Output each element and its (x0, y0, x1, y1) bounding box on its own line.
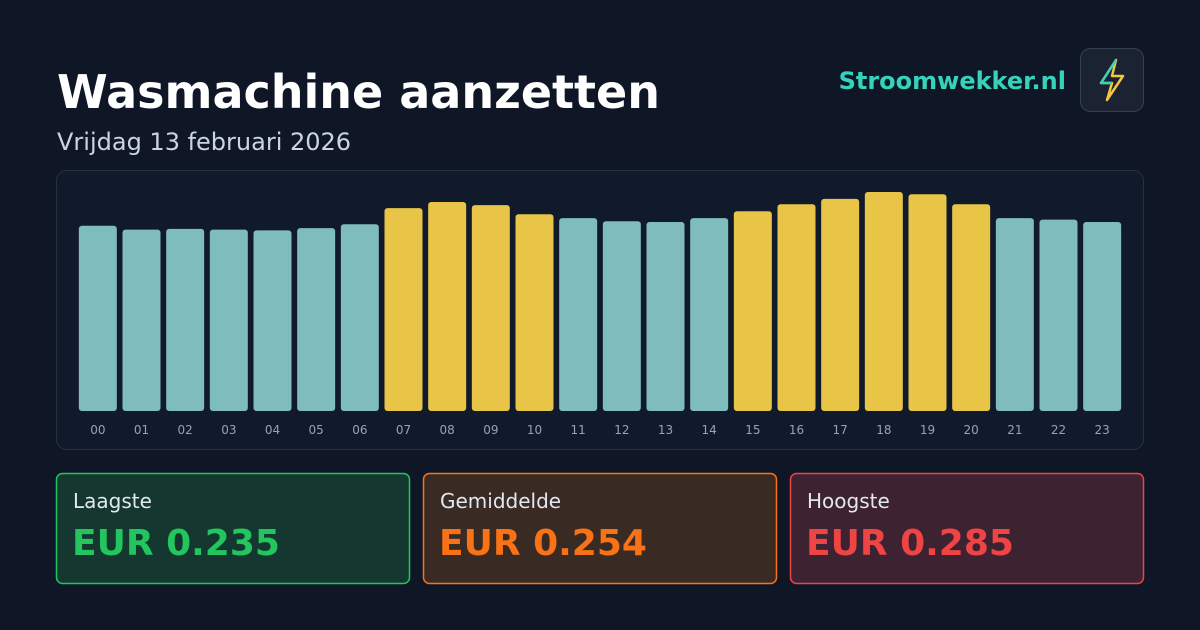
x-tick-label: 19 (920, 423, 935, 437)
stat-value: EUR 0.235 (72, 523, 280, 564)
x-tick-label: 00 (90, 423, 105, 437)
bar (995, 218, 1034, 411)
bar (209, 229, 248, 411)
x-tick-label: 01 (134, 423, 149, 437)
x-tick-label: 07 (396, 423, 411, 437)
bar (428, 201, 467, 411)
x-tick-label: 12 (614, 423, 629, 437)
bar (1083, 221, 1122, 411)
x-tick-label: 02 (178, 423, 193, 437)
bar (515, 214, 554, 411)
x-tick-label: 03 (221, 423, 236, 437)
x-tick-label: 06 (352, 423, 367, 437)
x-tick-label: 20 (964, 423, 979, 437)
x-tick-label: 16 (789, 423, 804, 437)
stat-value: EUR 0.254 (439, 523, 647, 564)
bar (777, 204, 816, 411)
bar (122, 229, 161, 411)
stat-card (422, 472, 778, 585)
logo (1080, 48, 1144, 112)
x-tick-label: 22 (1051, 423, 1066, 437)
x-tick-label: 15 (745, 423, 760, 437)
bar (1039, 219, 1078, 411)
bar (908, 194, 947, 411)
x-tick-label: 17 (833, 423, 848, 437)
x-tick-label: 23 (1095, 423, 1110, 437)
stat-card (55, 472, 411, 585)
x-tick-label: 21 (1007, 423, 1022, 437)
brand: Stroomwekker.nl (839, 67, 1066, 95)
x-tick-label: 14 (702, 423, 717, 437)
stat-card (789, 472, 1145, 585)
subtitle: Vrijdag 13 februari 2026 (57, 128, 351, 156)
stat-label: Laagste (73, 489, 152, 513)
bar (78, 225, 117, 411)
stat-label: Gemiddelde (440, 489, 561, 513)
bar (297, 228, 336, 411)
bar (646, 221, 685, 411)
x-tick-label: 04 (265, 423, 280, 437)
bar (864, 192, 903, 411)
bar (166, 228, 205, 411)
bar (559, 218, 598, 411)
bar (952, 204, 991, 411)
stat-value: EUR 0.285 (806, 523, 1014, 564)
title: Wasmachine aanzetten (57, 65, 660, 119)
bar (340, 224, 379, 411)
bar (821, 198, 860, 411)
bar (253, 230, 292, 411)
x-tick-label: 11 (571, 423, 586, 437)
bar (384, 208, 423, 411)
x-tick-label: 05 (309, 423, 324, 437)
bar (733, 211, 772, 411)
stat-label: Hoogste (807, 489, 890, 513)
bar (471, 205, 510, 411)
x-tick-label: 13 (658, 423, 673, 437)
x-tick-label: 08 (440, 423, 455, 437)
bar (690, 218, 729, 411)
x-tick-label: 09 (483, 423, 498, 437)
x-tick-label: 10 (527, 423, 542, 437)
bar (602, 221, 641, 411)
x-tick-label: 18 (876, 423, 891, 437)
